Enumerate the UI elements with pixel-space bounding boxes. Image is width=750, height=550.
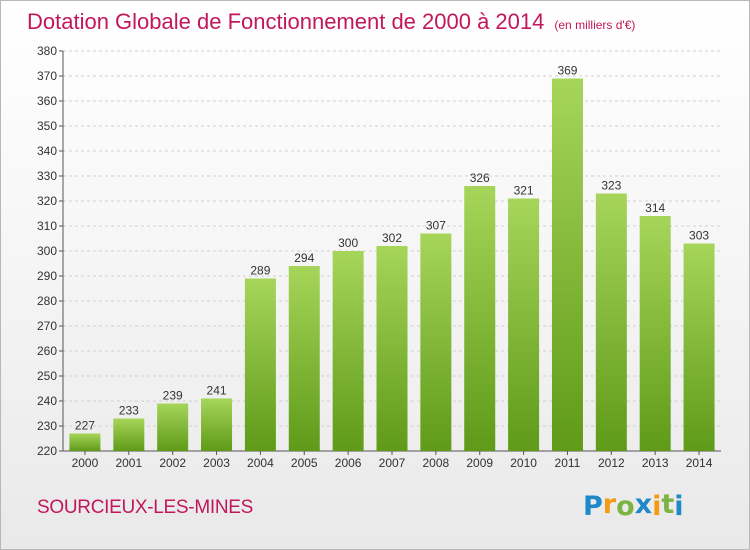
data-label: 241 <box>207 384 227 398</box>
x-tick-label: 2007 <box>379 456 406 470</box>
chart-title: Dotation Globale de Fonctionnement de 20… <box>27 9 635 35</box>
y-tick-label: 310 <box>37 219 57 233</box>
y-tick-label: 300 <box>37 244 57 258</box>
x-tick-label: 2008 <box>423 456 450 470</box>
bar-2012 <box>595 193 627 451</box>
bar-2013 <box>639 216 671 451</box>
logo-letter: i <box>652 491 662 522</box>
data-label: 307 <box>426 219 446 233</box>
y-tick-label: 360 <box>37 94 57 108</box>
x-tick-label: 2006 <box>335 456 362 470</box>
bar-2003 <box>201 398 233 451</box>
y-tick-label: 260 <box>37 344 57 358</box>
y-tick-label: 340 <box>37 144 57 158</box>
x-tick-label: 2005 <box>291 456 318 470</box>
logo-letter: x <box>634 489 653 520</box>
y-tick-label: 270 <box>37 319 57 333</box>
commune-name: SOURCIEUX-LES-MINES <box>37 497 254 518</box>
logo-letter: i <box>674 491 684 522</box>
bar-2009 <box>464 186 496 451</box>
x-tick-label: 2013 <box>642 456 669 470</box>
bar-2011 <box>551 78 583 451</box>
data-label: 323 <box>601 179 621 193</box>
y-tick-label: 230 <box>37 419 57 433</box>
bar-2002 <box>157 403 189 451</box>
data-label: 294 <box>294 251 314 265</box>
x-tick-label: 2014 <box>686 456 713 470</box>
y-tick-label: 330 <box>37 169 57 183</box>
y-tick-label: 280 <box>37 294 57 308</box>
y-tick-label: 250 <box>37 369 57 383</box>
x-tick-label: 2010 <box>510 456 537 470</box>
bar-2014 <box>683 243 715 451</box>
data-label: 321 <box>514 184 534 198</box>
data-label: 227 <box>75 419 95 433</box>
y-tick-label: 240 <box>37 394 57 408</box>
data-label: 239 <box>163 389 183 403</box>
logo-letter: o <box>616 491 635 522</box>
bar-2007 <box>376 246 408 451</box>
x-tick-label: 2003 <box>203 456 230 470</box>
data-label: 289 <box>250 264 270 278</box>
bar-2004 <box>244 278 276 451</box>
y-tick-label: 220 <box>37 444 57 458</box>
y-tick-label: 320 <box>37 194 57 208</box>
unit-subtitle: (en milliers d'€) <box>554 18 636 32</box>
proxiti-logo: Proxiti <box>583 489 684 522</box>
data-label: 326 <box>470 171 490 185</box>
logo-letter: r <box>602 489 617 520</box>
y-tick-label: 380 <box>37 44 57 58</box>
x-tick-label: 2004 <box>247 456 274 470</box>
bar-2000 <box>69 433 101 451</box>
data-label: 302 <box>382 231 402 245</box>
x-tick-label: 2012 <box>598 456 625 470</box>
x-tick-label: 2000 <box>72 456 99 470</box>
x-tick-label: 2001 <box>115 456 142 470</box>
logo-letter: t <box>661 489 675 520</box>
x-tick-label: 2002 <box>159 456 186 470</box>
x-tick-label: 2009 <box>466 456 493 470</box>
data-label: 300 <box>338 236 358 250</box>
x-tick-label: 2011 <box>555 456 581 470</box>
y-tick-label: 290 <box>37 269 57 283</box>
bar-2008 <box>420 233 452 451</box>
bar-2005 <box>288 266 320 451</box>
bar-2001 <box>113 418 145 451</box>
y-tick-label: 350 <box>37 119 57 133</box>
logo-letter: P <box>583 491 603 522</box>
data-label: 303 <box>689 229 709 243</box>
data-label: 233 <box>119 404 139 418</box>
title-text: Dotation Globale de Fonctionnement de 20… <box>27 9 545 34</box>
data-label: 369 <box>557 64 577 78</box>
bar-2006 <box>332 251 364 451</box>
y-tick-label: 370 <box>37 69 57 83</box>
bar-2010 <box>508 198 540 451</box>
data-label: 314 <box>645 201 665 215</box>
